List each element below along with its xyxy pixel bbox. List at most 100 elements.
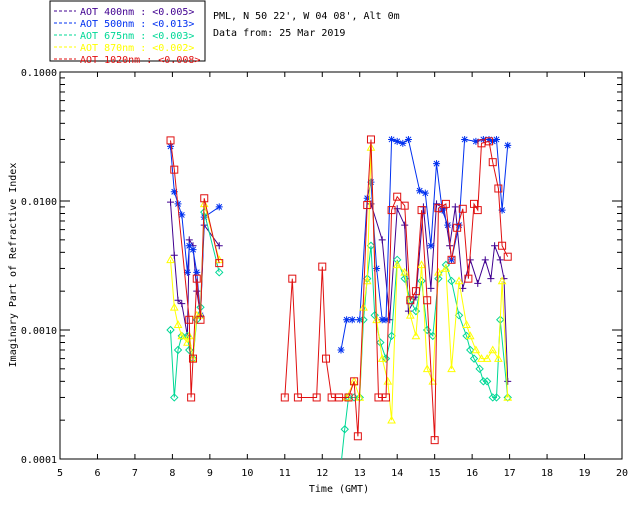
data-point [473, 206, 482, 215]
data-point [387, 331, 396, 341]
x-tick-label: 12 [316, 468, 328, 479]
y-tick-label: 0.1000 [21, 68, 57, 79]
data-point [455, 221, 463, 229]
data-point [482, 377, 492, 386]
data-point [434, 204, 443, 213]
data-point [491, 242, 499, 250]
data-point [485, 135, 493, 143]
data-point [215, 259, 224, 268]
data-point [498, 241, 507, 250]
data-point [170, 393, 179, 402]
x-tick-label: 18 [541, 468, 553, 479]
x-tick-label: 13 [354, 468, 366, 479]
data-point [312, 393, 321, 402]
x-tick-label: 19 [579, 468, 591, 479]
data-point [167, 198, 175, 206]
data-point [434, 267, 443, 276]
data-point [170, 165, 179, 174]
data-point [192, 274, 201, 283]
data-point [170, 251, 178, 259]
data-point [166, 255, 175, 264]
data-point [497, 276, 507, 285]
data-point [166, 325, 175, 335]
data-point [474, 279, 482, 287]
data-point [340, 425, 349, 434]
data-point [405, 310, 415, 319]
data-point [362, 276, 372, 285]
data-point [183, 268, 191, 276]
data-point [464, 274, 473, 283]
data-point [475, 364, 484, 374]
data-point [494, 184, 503, 193]
data-point [434, 274, 443, 283]
data-point [422, 364, 432, 373]
series-line [341, 245, 509, 459]
data-point [411, 331, 421, 340]
data-point [350, 377, 359, 386]
data-point [392, 255, 402, 265]
data-point [187, 393, 196, 402]
data-point [166, 136, 175, 145]
data-point [393, 137, 401, 145]
x-axis-label: Time (GMT) [309, 484, 369, 495]
series-0 [167, 198, 512, 385]
data-point [387, 415, 396, 424]
data-point [441, 199, 450, 208]
data-point [322, 354, 331, 363]
data-point [447, 364, 456, 373]
x-tick-label: 15 [429, 468, 441, 479]
data-point [183, 337, 192, 346]
data-point [381, 393, 390, 402]
plot-area: 5 6 7 8 9 10 11 12 13 14 15 16 17 18 19 20 0.0001 0.0010 0… [21, 68, 628, 479]
data-point [411, 287, 420, 296]
legend-entry: AOT 500nm : <0.013> [80, 19, 194, 30]
data-point [318, 262, 327, 271]
data-point [454, 276, 464, 285]
data-point [479, 377, 488, 386]
data-point [416, 187, 424, 195]
data-point [367, 178, 375, 186]
data-point [494, 354, 503, 362]
data-point [359, 302, 368, 311]
data-point [503, 252, 512, 261]
data-point [461, 135, 469, 143]
data-point [423, 296, 432, 305]
data-point [196, 315, 205, 324]
x-tick-label: 16 [466, 468, 478, 479]
series-line [170, 203, 220, 359]
data-point [170, 188, 178, 196]
data-point [185, 236, 193, 244]
data-point [392, 260, 402, 269]
legend-entry: AOT 1020nm : <0.008> [80, 55, 200, 66]
data-point [454, 311, 464, 320]
data-point [498, 206, 506, 214]
series-2 [166, 207, 512, 459]
data-point [441, 263, 451, 272]
site-info: PML, N 50 22', W 04 08', Alt 0m [213, 11, 400, 22]
data-point [293, 393, 302, 402]
data-point [193, 268, 201, 276]
data-point [404, 135, 412, 143]
data-point [382, 316, 390, 324]
data-point [433, 160, 441, 168]
data-point [393, 192, 402, 201]
data-point [177, 331, 186, 341]
data-point [200, 194, 209, 203]
data-point [400, 201, 409, 210]
series-line [370, 203, 509, 382]
x-tick-label: 8 [169, 468, 175, 479]
data-point [280, 393, 289, 402]
data-point [488, 393, 497, 402]
data-point [377, 354, 387, 362]
data-point [504, 141, 512, 149]
y-tick-label: 0.0100 [21, 197, 57, 208]
data-point [185, 315, 194, 324]
y-axis-label: Imaginary Part of Refractive Index [8, 163, 19, 368]
data-point [421, 189, 429, 197]
data-point [503, 393, 512, 402]
data-point [504, 377, 512, 385]
data-point [488, 345, 498, 354]
data-point [399, 139, 407, 147]
data-point [169, 302, 179, 311]
x-tick-label: 11 [279, 468, 291, 479]
